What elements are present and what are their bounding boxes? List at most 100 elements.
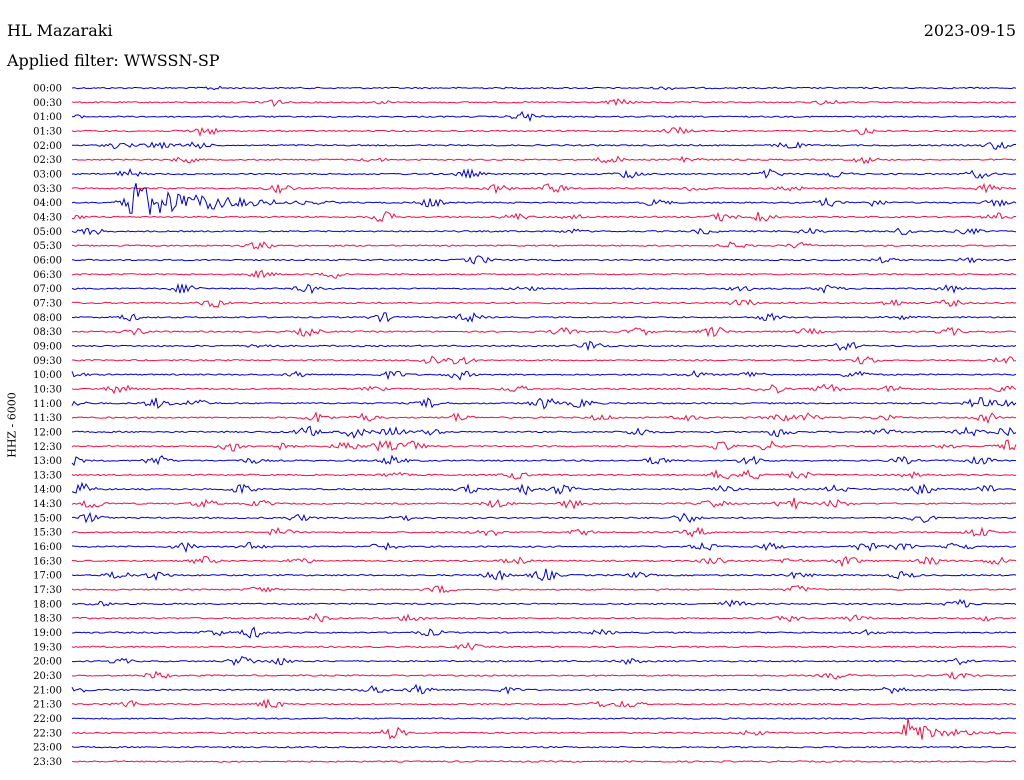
seismogram-trace xyxy=(71,168,1017,180)
time-tick-label: 07:00 xyxy=(33,284,62,295)
time-tick-label: 04:00 xyxy=(33,198,62,209)
seismogram-trace xyxy=(72,355,1017,365)
seismogram-trace xyxy=(71,155,1017,165)
seismogram-trace xyxy=(71,698,1017,709)
seismogram-trace xyxy=(71,526,1017,538)
time-tick-label: 15:30 xyxy=(33,528,62,539)
time-tick-label: 06:00 xyxy=(33,255,62,266)
time-tick-label: 01:30 xyxy=(33,126,62,137)
seismogram-trace xyxy=(71,298,1017,308)
time-tick-label: 17:30 xyxy=(33,585,62,596)
time-tick-label: 14:30 xyxy=(33,499,62,510)
time-tick-label: 13:00 xyxy=(33,456,62,467)
time-tick-label: 00:00 xyxy=(33,84,62,95)
seismogram-trace xyxy=(71,626,1017,639)
seismogram-trace xyxy=(71,568,1017,582)
time-tick-label: 06:30 xyxy=(33,270,62,281)
seismogram-trace xyxy=(71,598,1017,608)
time-tick-label: 23:30 xyxy=(33,757,62,768)
seismogram-trace xyxy=(71,98,1017,108)
time-tick-label: 20:00 xyxy=(33,657,62,668)
time-tick-label: 09:30 xyxy=(33,356,62,367)
seismogram-trace xyxy=(71,717,1017,720)
seismogram-trace xyxy=(71,497,1016,511)
seismogram-trace xyxy=(71,454,1017,467)
time-tick-label: 22:30 xyxy=(33,728,62,739)
seismogram-trace xyxy=(71,439,1017,452)
filter-label: Applied filter: WWSSN-SP xyxy=(7,51,220,70)
seismogram-trace xyxy=(71,383,1017,395)
seismogram-trace xyxy=(71,411,1017,425)
seismogram-trace xyxy=(71,110,1017,123)
seismogram-trace xyxy=(71,745,1017,749)
time-tick-label: 03:30 xyxy=(33,184,62,195)
time-tick-label: 23:00 xyxy=(33,743,62,754)
time-tick-label: 18:30 xyxy=(33,614,62,625)
time-tick-label: 10:00 xyxy=(33,370,62,381)
time-tick-label: 16:00 xyxy=(33,542,62,553)
seismogram-trace xyxy=(71,584,1017,594)
time-tick-label: 21:00 xyxy=(33,685,62,696)
seismogram-trace xyxy=(71,241,1017,250)
time-tick-label: 15:00 xyxy=(33,513,62,524)
time-tick-label: 08:00 xyxy=(33,313,62,324)
time-tick-label: 05:30 xyxy=(33,241,62,252)
seismogram-trace xyxy=(71,641,1017,651)
time-tick-label: 03:00 xyxy=(33,169,62,180)
seismogram-trace xyxy=(71,85,1017,91)
time-tick-label: 17:00 xyxy=(33,571,62,582)
seismogram-trace xyxy=(71,282,1017,295)
seismogram-trace xyxy=(71,340,1017,352)
time-tick-label: 00:30 xyxy=(33,98,62,109)
time-tick-label: 19:30 xyxy=(33,642,62,653)
seismogram-trace xyxy=(71,612,1017,623)
time-tick-label: 22:00 xyxy=(33,714,62,725)
seismogram-trace xyxy=(71,326,1017,338)
station-title: HL Mazaraki xyxy=(7,21,113,40)
seismogram-trace xyxy=(71,469,1017,480)
seismogram-trace xyxy=(71,397,1017,410)
time-tick-label: 12:00 xyxy=(33,427,62,438)
time-tick-label: 07:30 xyxy=(33,298,62,309)
seismogram-trace xyxy=(71,683,1017,695)
time-tick-label: 18:00 xyxy=(33,599,62,610)
time-tick-label: 11:30 xyxy=(33,413,62,424)
time-tick-label: 11:00 xyxy=(33,399,62,410)
seismogram-trace xyxy=(71,269,1017,279)
time-tick-label: 12:30 xyxy=(33,442,62,453)
time-tick-label: 09:00 xyxy=(33,341,62,352)
seismogram-trace xyxy=(71,760,1017,763)
seismogram-trace xyxy=(71,481,1017,496)
seismogram-trace xyxy=(71,425,1017,439)
seismogram-trace xyxy=(71,210,1016,223)
seismogram-trace xyxy=(71,541,1017,553)
seismogram-trace xyxy=(71,655,1017,667)
time-tick-label: 21:30 xyxy=(33,700,62,711)
seismogram-trace xyxy=(71,718,1017,740)
seismogram-trace xyxy=(71,183,1017,215)
date-label: 2023-09-15 xyxy=(923,21,1016,40)
seismogram-trace xyxy=(71,511,1017,524)
time-tick-label: 20:30 xyxy=(33,671,62,682)
seismogram-trace xyxy=(71,255,1017,265)
seismogram-trace xyxy=(71,555,1017,568)
seismogram-trace xyxy=(71,227,1017,236)
seismogram-trace xyxy=(71,312,1017,323)
seismogram-trace xyxy=(71,182,1017,195)
time-tick-label: 05:00 xyxy=(33,227,62,238)
time-tick-label: 16:30 xyxy=(33,556,62,567)
seismogram-trace xyxy=(71,670,1016,680)
time-tick-label: 13:30 xyxy=(33,470,62,481)
seismogram-trace xyxy=(71,126,1017,138)
seismogram-trace xyxy=(71,369,1017,381)
time-tick-label: 02:00 xyxy=(33,141,62,152)
time-tick-label: 19:00 xyxy=(33,628,62,639)
time-tick-label: 01:00 xyxy=(33,112,62,123)
time-tick-label: 14:00 xyxy=(33,485,62,496)
time-tick-label: 04:30 xyxy=(33,212,62,223)
seismogram-trace xyxy=(71,141,1017,151)
time-tick-label: 10:30 xyxy=(33,384,62,395)
time-tick-label: 08:30 xyxy=(33,327,62,338)
